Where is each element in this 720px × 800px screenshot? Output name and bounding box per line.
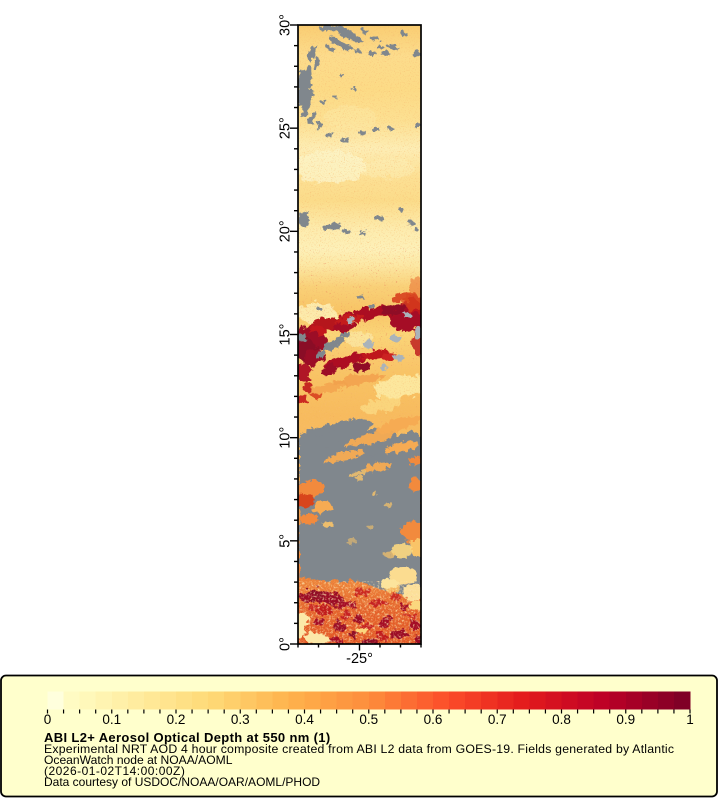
svg-text:25°: 25° (278, 117, 294, 139)
svg-text:Experimental NRT AOD 4 hour co: Experimental NRT AOD 4 hour composite cr… (44, 742, 674, 756)
svg-text:-25°: -25° (346, 651, 373, 667)
svg-text:0.6: 0.6 (424, 712, 443, 727)
svg-text:15°: 15° (278, 324, 294, 346)
svg-text:1: 1 (686, 712, 694, 727)
svg-text:0.9: 0.9 (616, 712, 635, 727)
svg-text:0.7: 0.7 (488, 712, 507, 727)
svg-text:0.3: 0.3 (231, 712, 250, 727)
svg-text:30°: 30° (278, 14, 294, 36)
svg-text:0.8: 0.8 (552, 712, 571, 727)
svg-text:10°: 10° (278, 427, 294, 449)
svg-text:ABI L2+ Aerosol Optical Depth: ABI L2+ Aerosol Optical Depth at 550 nm … (44, 730, 331, 745)
svg-text:0.5: 0.5 (359, 712, 378, 727)
svg-text:(2026-01-02T14:00:00Z): (2026-01-02T14:00:00Z) (44, 764, 185, 778)
svg-text:5°: 5° (278, 534, 294, 548)
svg-text:0: 0 (44, 712, 52, 727)
svg-text:0°: 0° (278, 637, 294, 651)
svg-text:0.4: 0.4 (295, 712, 314, 727)
svg-text:20°: 20° (278, 220, 294, 242)
svg-text:0.2: 0.2 (167, 712, 186, 727)
svg-text:0.1: 0.1 (102, 712, 121, 727)
svg-text:Data courtesy of USDOC/NOAA/OA: Data courtesy of USDOC/NOAA/OAR/AOML/PHO… (44, 775, 320, 789)
svg-text:OceanWatch node at NOAA/AOML: OceanWatch node at NOAA/AOML (44, 753, 233, 767)
